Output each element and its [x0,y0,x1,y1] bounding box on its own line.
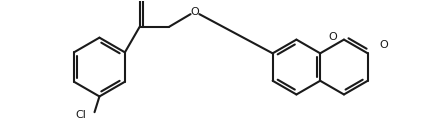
Text: O: O [190,7,199,17]
Text: Cl: Cl [76,110,87,120]
Text: O: O [379,40,388,51]
Text: O: O [328,32,337,42]
